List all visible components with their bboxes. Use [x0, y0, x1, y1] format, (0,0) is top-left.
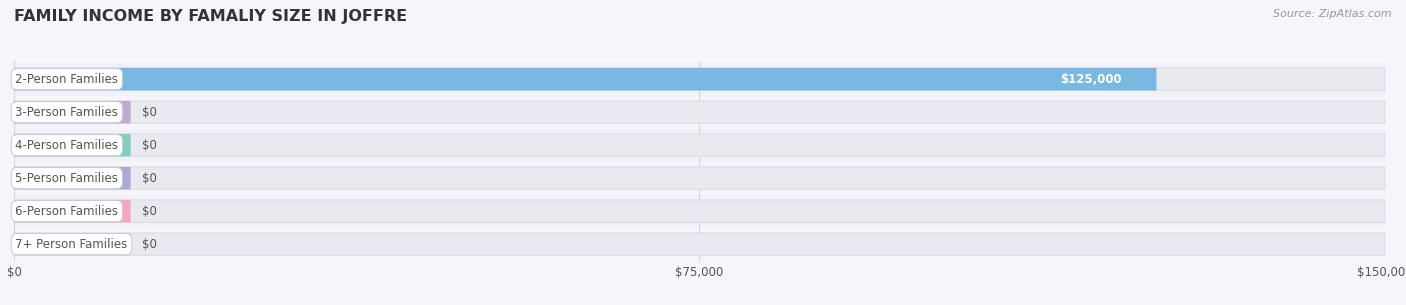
Bar — [14, 129, 1385, 162]
Text: 5-Person Families: 5-Person Families — [15, 172, 118, 185]
FancyBboxPatch shape — [14, 68, 1157, 90]
Text: 2-Person Families: 2-Person Families — [15, 73, 118, 86]
Text: Source: ZipAtlas.com: Source: ZipAtlas.com — [1274, 9, 1392, 19]
Bar — [14, 228, 1385, 261]
FancyBboxPatch shape — [14, 167, 1385, 189]
Text: 4-Person Families: 4-Person Families — [15, 139, 118, 152]
FancyBboxPatch shape — [14, 233, 1385, 255]
Text: 6-Person Families: 6-Person Families — [15, 205, 118, 218]
Bar — [14, 195, 1385, 228]
Bar — [14, 96, 1385, 129]
Text: 3-Person Families: 3-Person Families — [15, 106, 118, 119]
Text: $0: $0 — [142, 106, 156, 119]
FancyBboxPatch shape — [14, 134, 131, 156]
FancyBboxPatch shape — [14, 233, 131, 255]
Text: 7+ Person Families: 7+ Person Families — [15, 238, 128, 251]
Text: $0: $0 — [142, 205, 156, 218]
FancyBboxPatch shape — [14, 134, 1385, 156]
FancyBboxPatch shape — [14, 68, 1385, 90]
Text: FAMILY INCOME BY FAMALIY SIZE IN JOFFRE: FAMILY INCOME BY FAMALIY SIZE IN JOFFRE — [14, 9, 408, 24]
Text: $125,000: $125,000 — [1060, 73, 1122, 86]
FancyBboxPatch shape — [14, 101, 1385, 123]
Bar — [14, 162, 1385, 195]
Text: $0: $0 — [142, 238, 156, 251]
FancyBboxPatch shape — [14, 101, 131, 123]
Text: $0: $0 — [142, 139, 156, 152]
Text: $0: $0 — [142, 172, 156, 185]
FancyBboxPatch shape — [14, 167, 131, 189]
Bar — [14, 63, 1385, 96]
FancyBboxPatch shape — [14, 200, 131, 222]
FancyBboxPatch shape — [14, 200, 1385, 222]
